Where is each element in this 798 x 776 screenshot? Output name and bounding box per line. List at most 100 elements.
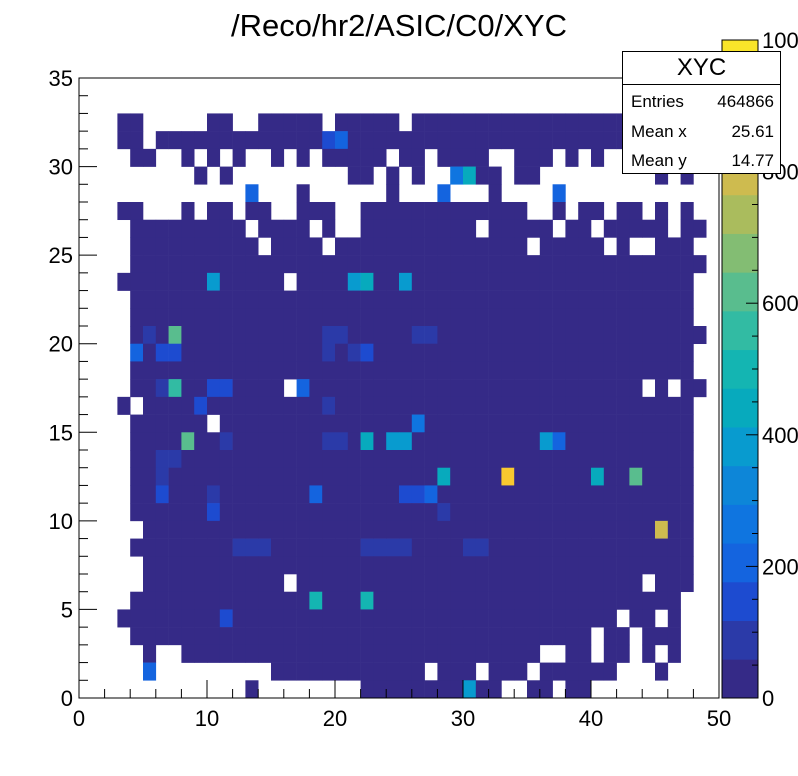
heatmap-cell (552, 113, 566, 132)
heatmap-cell (143, 396, 157, 415)
heatmap-cell (578, 467, 592, 486)
heatmap-cell (411, 644, 425, 663)
heatmap-cell (245, 202, 259, 221)
heatmap-cell (232, 237, 246, 256)
heatmap-cell (411, 414, 425, 433)
heatmap-cell (322, 574, 336, 593)
heatmap-cell (322, 361, 336, 380)
heatmap-cell (373, 485, 387, 504)
heatmap-cell (667, 467, 681, 486)
heatmap-cell (565, 450, 579, 469)
palette-swatch (722, 194, 758, 234)
heatmap-cell (181, 450, 195, 469)
heatmap-cell (130, 113, 144, 132)
heatmap-cell (232, 255, 246, 274)
heatmap-cell (475, 361, 489, 380)
heatmap-cell (488, 184, 502, 203)
heatmap-cell (680, 219, 694, 238)
heatmap-cell (680, 556, 694, 575)
heatmap-cell (514, 644, 528, 663)
heatmap-cell (360, 113, 374, 132)
heatmap-cell (642, 503, 656, 522)
heatmap-cell (488, 627, 502, 646)
heatmap-cell (655, 467, 669, 486)
heatmap-cell (283, 609, 297, 628)
heatmap-cell (399, 414, 413, 433)
heatmap-cell (603, 485, 617, 504)
heatmap-cell (232, 272, 246, 291)
heatmap-cell (283, 255, 297, 274)
palette-swatch (722, 659, 758, 699)
heatmap-cell (130, 237, 144, 256)
heatmap-cell (258, 219, 272, 238)
heatmap-cell (143, 538, 157, 557)
heatmap-cell (296, 361, 310, 380)
heatmap-cell (514, 485, 528, 504)
heatmap-cell (565, 556, 579, 575)
heatmap-cell (232, 609, 246, 628)
heatmap-cell (527, 520, 541, 539)
heatmap-cell (591, 255, 605, 274)
heatmap-cell (578, 255, 592, 274)
heatmap-cell (501, 644, 515, 663)
heatmap-cell (501, 308, 515, 327)
heatmap-cell (667, 308, 681, 327)
heatmap-cell (143, 343, 157, 362)
heatmap-cell (578, 396, 592, 415)
heatmap-cell (616, 237, 630, 256)
heatmap-cell (655, 343, 669, 362)
heatmap-cell (565, 467, 579, 486)
heatmap-cell (245, 591, 259, 610)
heatmap-cell (539, 272, 553, 291)
heatmap-cell (207, 450, 221, 469)
heatmap-cell (232, 503, 246, 522)
heatmap-cell (539, 538, 553, 557)
heatmap-cell (322, 396, 336, 415)
heatmap-cell (347, 450, 361, 469)
heatmap-cell (591, 113, 605, 132)
heatmap-cell (437, 680, 451, 699)
heatmap-cell (130, 326, 144, 345)
x-tick-label: 40 (579, 706, 603, 731)
heatmap-cell (527, 255, 541, 274)
heatmap-cell (680, 326, 694, 345)
heatmap-cell (219, 202, 233, 221)
heatmap-cell (143, 237, 157, 256)
heatmap-cell (437, 467, 451, 486)
heatmap-cell (655, 290, 669, 309)
heatmap-cell (411, 166, 425, 185)
heatmap-cell (155, 361, 169, 380)
heatmap-cell (655, 308, 669, 327)
heatmap-cell (488, 361, 502, 380)
heatmap-cell (245, 255, 259, 274)
heatmap-cell (309, 627, 323, 646)
palette-swatch (722, 465, 758, 505)
heatmap-cell (450, 202, 464, 221)
heatmap-cell (437, 485, 451, 504)
heatmap-cell (335, 450, 349, 469)
heatmap-cell (322, 290, 336, 309)
heatmap-cell (143, 308, 157, 327)
heatmap-cell (155, 503, 169, 522)
heatmap-cell (463, 148, 477, 167)
heatmap-cell (655, 520, 669, 539)
heatmap-cell (181, 574, 195, 593)
heatmap-cell (667, 556, 681, 575)
heatmap-cell (296, 627, 310, 646)
heatmap-cell (616, 255, 630, 274)
heatmap-cell (616, 308, 630, 327)
heatmap-cell (578, 591, 592, 610)
heatmap-cell (475, 113, 489, 132)
heatmap-cell (399, 520, 413, 539)
heatmap-cell (360, 644, 374, 663)
heatmap-cell (411, 113, 425, 132)
heatmap-cell (488, 662, 502, 681)
palette-swatch (722, 233, 758, 273)
heatmap-cell (181, 219, 195, 238)
heatmap-cell (194, 308, 208, 327)
heatmap-cell (501, 574, 515, 593)
stats-box[interactable]: XYC Entries 464866 Mean x 25.61 Mean y 1… (622, 51, 781, 174)
heatmap-cell (219, 414, 233, 433)
heatmap-cell (488, 237, 502, 256)
heatmap-cell (655, 538, 669, 557)
